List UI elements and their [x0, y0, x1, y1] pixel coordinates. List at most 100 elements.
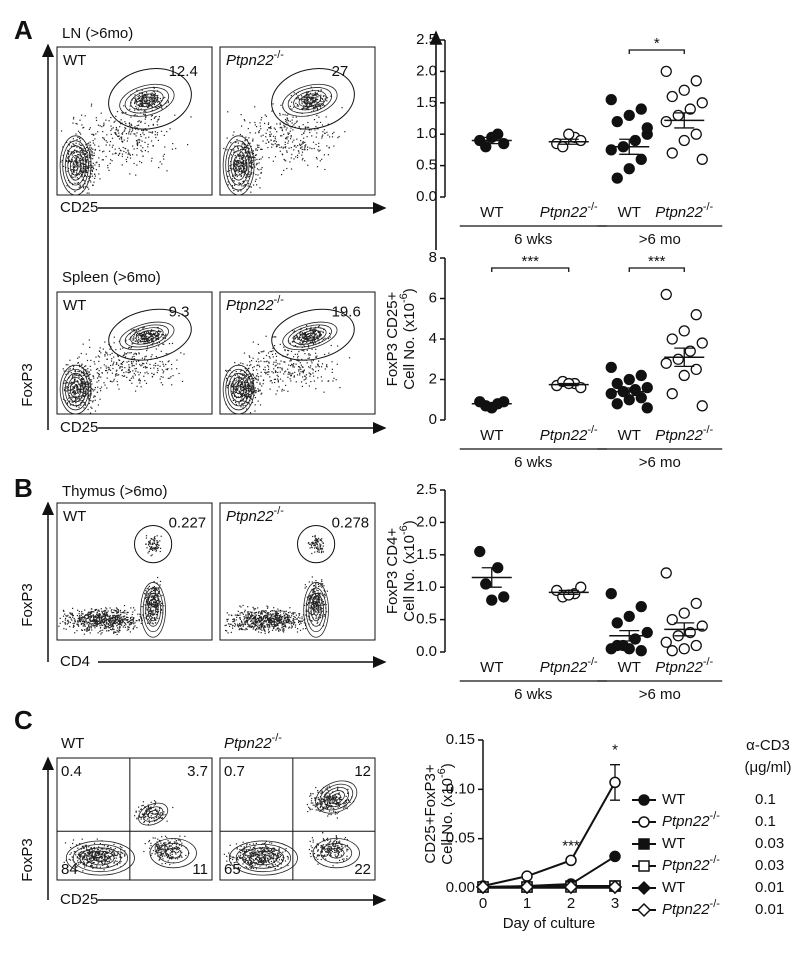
event	[94, 625, 95, 626]
event	[149, 551, 150, 552]
event	[232, 185, 233, 186]
event	[158, 345, 159, 346]
event	[240, 380, 241, 381]
event	[65, 615, 66, 616]
event	[262, 167, 263, 168]
event	[129, 173, 130, 174]
event	[321, 137, 322, 138]
event	[293, 616, 294, 617]
event	[133, 329, 134, 330]
event	[109, 120, 110, 121]
event	[98, 146, 99, 147]
event	[115, 132, 116, 133]
event	[327, 366, 328, 367]
event	[302, 142, 303, 143]
event	[172, 143, 173, 144]
event	[318, 146, 319, 147]
event	[74, 164, 75, 165]
event	[257, 163, 258, 164]
event	[130, 155, 131, 156]
event	[253, 608, 254, 609]
event	[108, 620, 109, 621]
event	[149, 100, 150, 101]
event	[146, 356, 147, 357]
event	[255, 387, 256, 388]
event	[107, 372, 108, 373]
event	[172, 343, 173, 344]
event	[88, 625, 89, 626]
event	[129, 154, 130, 155]
event	[90, 127, 91, 128]
event	[182, 381, 183, 382]
event	[131, 330, 132, 331]
event	[253, 185, 254, 186]
event	[113, 618, 114, 619]
event	[290, 106, 291, 107]
event	[242, 390, 243, 391]
event	[113, 127, 114, 128]
event	[128, 369, 129, 370]
event	[80, 185, 81, 186]
event	[67, 402, 68, 403]
event	[71, 175, 72, 176]
event	[243, 405, 244, 406]
event	[282, 618, 283, 619]
event	[156, 107, 157, 108]
event	[287, 115, 288, 116]
event	[313, 360, 314, 361]
event	[290, 121, 291, 122]
event	[297, 145, 298, 146]
event	[138, 339, 139, 340]
plot-title: LN (>6mo)	[62, 25, 133, 42]
event	[303, 138, 304, 139]
event	[301, 618, 302, 619]
event	[114, 337, 115, 338]
event	[96, 614, 97, 615]
event	[110, 381, 111, 382]
event	[296, 139, 297, 140]
event	[238, 154, 239, 155]
event	[226, 619, 227, 620]
event	[116, 622, 117, 623]
event	[309, 376, 310, 377]
event	[297, 354, 298, 355]
event	[137, 142, 138, 143]
event	[143, 97, 144, 98]
event	[320, 122, 321, 123]
event	[306, 374, 307, 375]
event	[247, 606, 248, 607]
event	[251, 187, 252, 188]
event	[79, 187, 80, 188]
event	[154, 104, 155, 105]
event	[88, 143, 89, 144]
event	[151, 103, 152, 104]
event	[240, 371, 241, 372]
event	[307, 122, 308, 123]
event	[82, 623, 83, 624]
event	[110, 370, 111, 371]
event	[315, 371, 316, 372]
event	[291, 136, 292, 137]
genotype: WT	[63, 508, 86, 525]
event	[161, 609, 162, 610]
event	[132, 611, 133, 612]
event	[109, 627, 110, 628]
event	[298, 356, 299, 357]
event	[77, 624, 78, 625]
event	[113, 619, 114, 620]
event	[269, 376, 270, 377]
event	[160, 98, 161, 99]
event	[253, 150, 254, 151]
event	[148, 373, 149, 374]
event	[91, 620, 92, 621]
event	[332, 361, 333, 362]
event	[98, 373, 99, 374]
event	[139, 614, 140, 615]
event	[322, 380, 323, 381]
event	[258, 344, 259, 345]
event	[154, 334, 155, 335]
event	[266, 143, 267, 144]
event	[82, 364, 83, 365]
event	[233, 135, 234, 136]
event	[291, 168, 292, 169]
